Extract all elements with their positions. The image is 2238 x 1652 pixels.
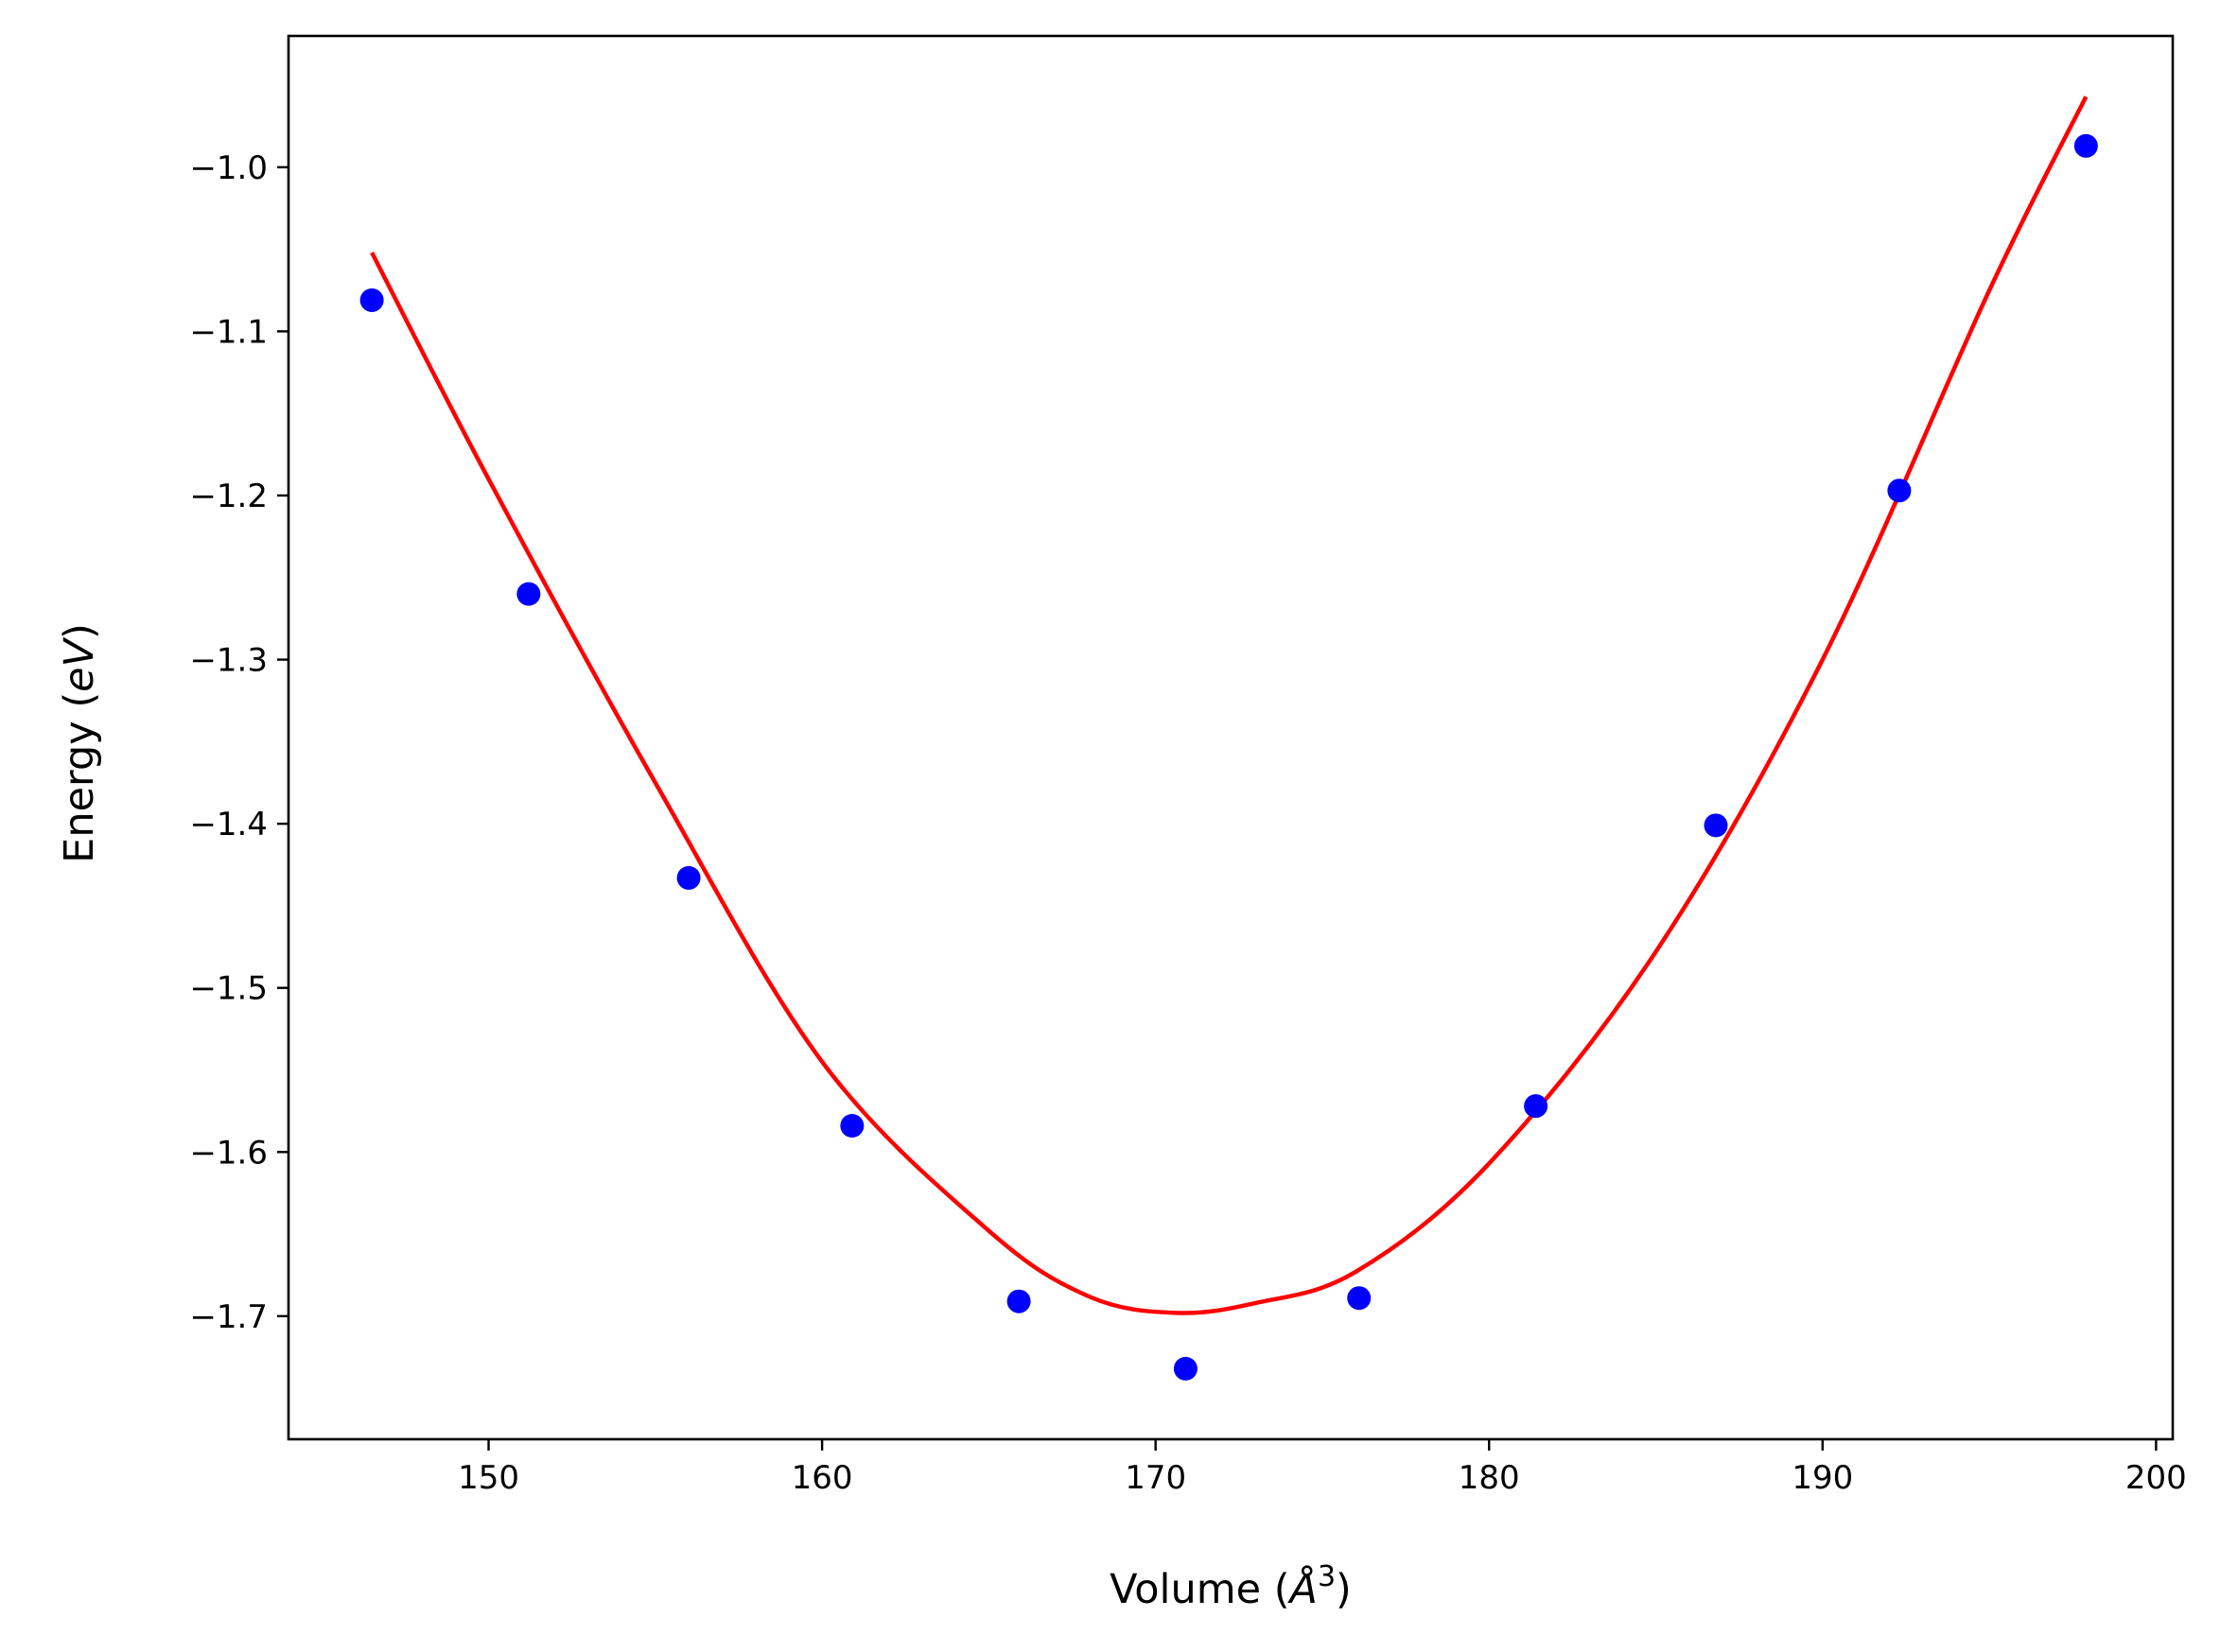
y-axis-ticks: −1.0 −1.1 −1.2 −1.3 −1.4 −1.5 −1.6 −1.7 xyxy=(189,149,288,1336)
x-tick-label: 190 xyxy=(1792,1459,1853,1497)
y-tick-label: −1.0 xyxy=(189,149,268,187)
plot-frame xyxy=(287,34,2175,1441)
y-tick-label: −1.6 xyxy=(189,1134,268,1172)
data-point xyxy=(516,582,541,606)
y-axis-label-unit: eV xyxy=(56,636,103,691)
x-tick-label: 160 xyxy=(792,1459,853,1497)
y-tick-label: −1.2 xyxy=(189,478,268,515)
y-tick-label: −1.3 xyxy=(189,642,268,680)
x-axis-label-prefix: Volume ( xyxy=(1110,1566,1289,1613)
y-axis-label-prefix: Energy ( xyxy=(56,692,103,863)
fit-curve-line xyxy=(370,96,2089,1315)
data-point xyxy=(359,287,384,312)
x-tick-label: 170 xyxy=(1125,1459,1186,1497)
data-point xyxy=(1704,813,1728,838)
x-axis-label-suffix: ) xyxy=(1336,1566,1352,1613)
x-axis-label-exponent: 3 xyxy=(1318,1560,1336,1593)
data-point xyxy=(1173,1356,1198,1381)
data-point xyxy=(840,1113,865,1138)
y-tick-label: −1.5 xyxy=(189,970,268,1008)
data-point xyxy=(2073,133,2098,158)
x-axis-label-symbol: Å xyxy=(1287,1565,1318,1613)
data-point xyxy=(676,865,701,890)
x-tick-label: 200 xyxy=(2125,1459,2187,1497)
x-tick-label: 150 xyxy=(458,1459,519,1497)
x-axis-ticks: 150 160 170 180 190 200 xyxy=(458,1439,2187,1497)
x-tick-label: 180 xyxy=(1459,1459,1520,1497)
y-axis-label-suffix: ) xyxy=(56,623,103,639)
data-point xyxy=(1524,1094,1548,1119)
data-point xyxy=(1347,1286,1372,1311)
y-tick-label: −1.1 xyxy=(189,313,268,351)
y-tick-label: −1.4 xyxy=(189,806,268,843)
x-axis-label: Volume (Å3) xyxy=(1110,1560,1352,1613)
data-point xyxy=(1006,1289,1031,1313)
plot-series xyxy=(359,96,2098,1381)
y-axis-label: Energy (eV) xyxy=(56,623,103,863)
y-tick-label: −1.7 xyxy=(189,1298,268,1336)
data-point xyxy=(1887,478,1912,503)
